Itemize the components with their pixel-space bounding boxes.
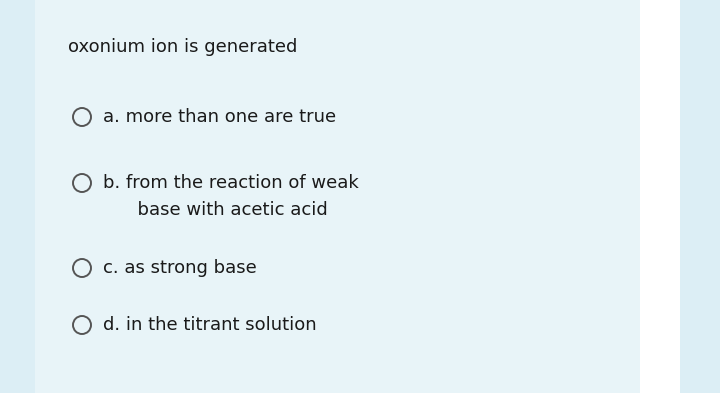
- Text: a. more than one are true: a. more than one are true: [103, 108, 336, 126]
- Text: c. as strong base: c. as strong base: [103, 259, 257, 277]
- Text: b. from the reaction of weak: b. from the reaction of weak: [103, 174, 359, 192]
- Text: oxonium ion is generated: oxonium ion is generated: [68, 38, 297, 56]
- Bar: [35, 0, 640, 393]
- Bar: [680, 0, 720, 393]
- Text: base with acetic acid: base with acetic acid: [103, 201, 328, 219]
- Text: d. in the titrant solution: d. in the titrant solution: [103, 316, 317, 334]
- Bar: [0, 0, 35, 393]
- Bar: [640, 0, 685, 393]
